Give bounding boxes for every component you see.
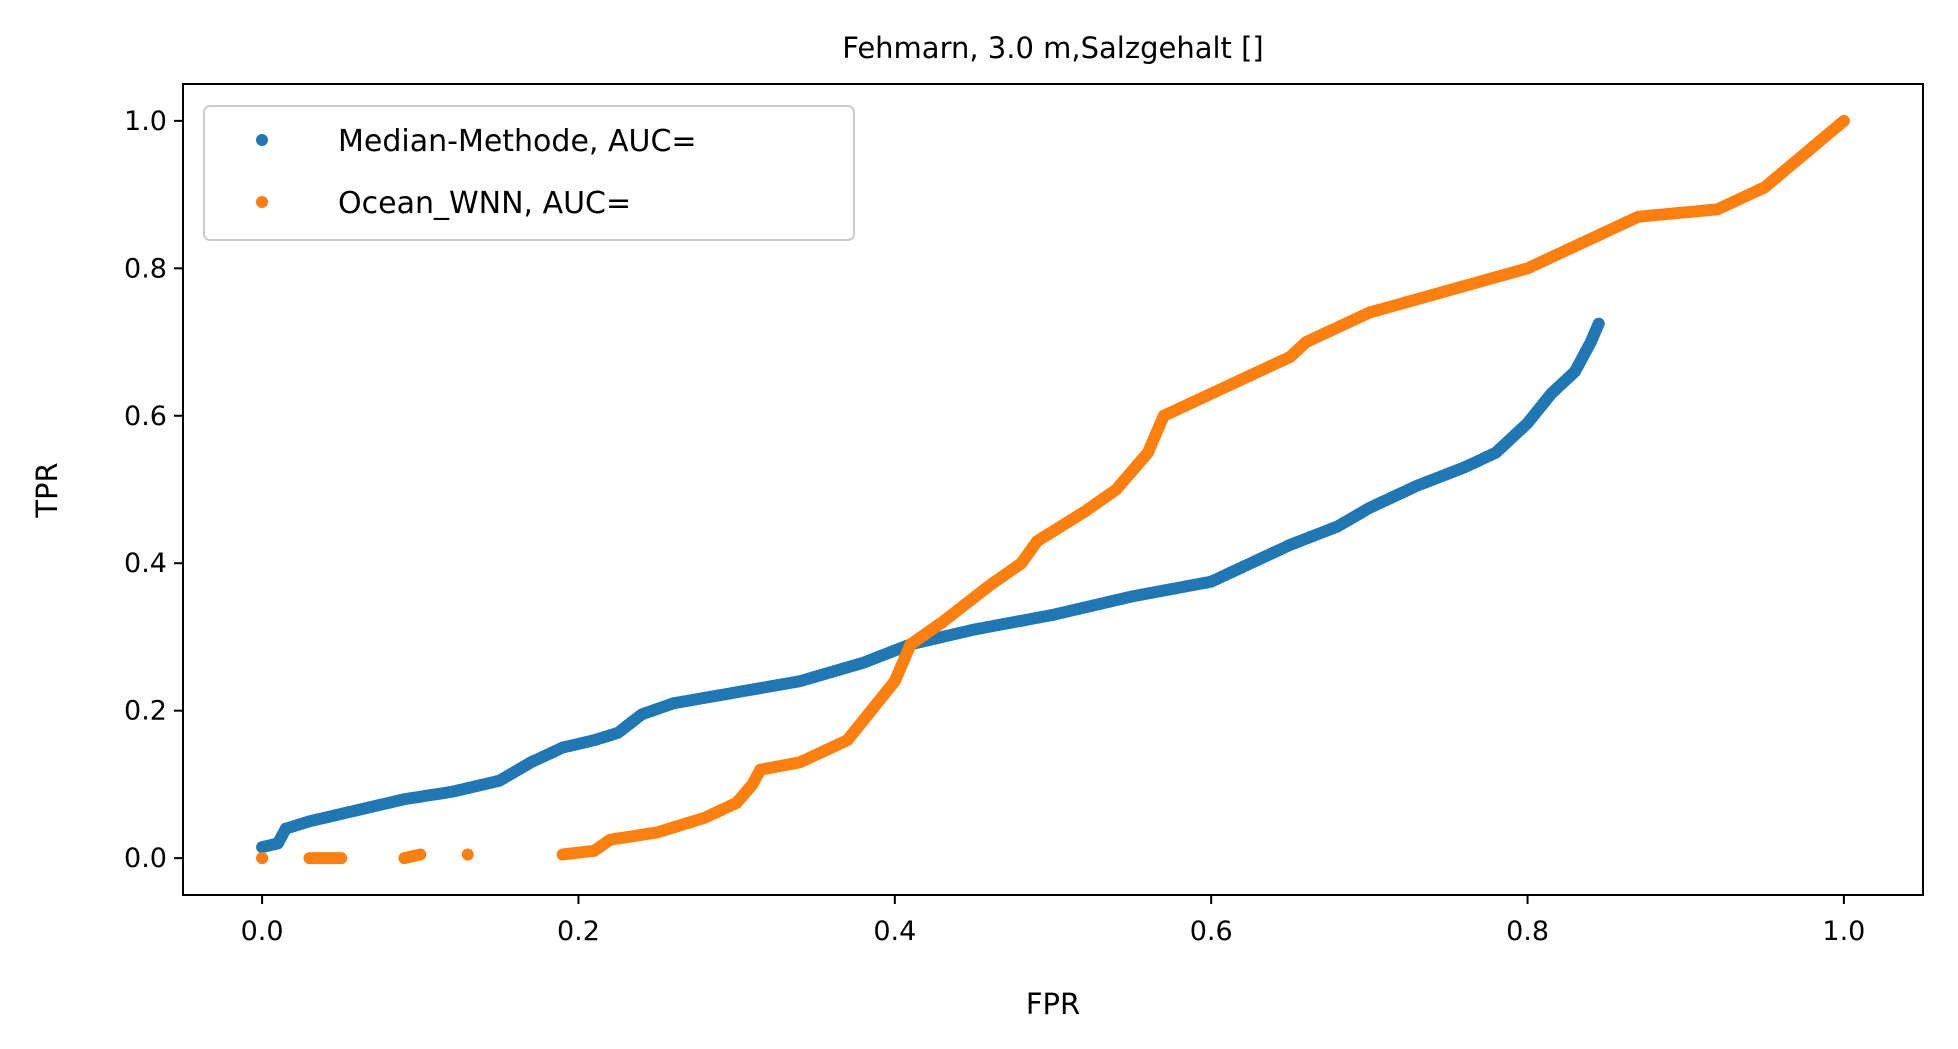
y-axis-label: TPR: [30, 462, 64, 518]
y-tick-label: 0.0: [124, 843, 167, 874]
data-point: [256, 852, 269, 865]
chart-title: Fehmarn, 3.0 m,Salzgehalt []: [842, 31, 1264, 65]
legend-marker-median: [256, 134, 268, 146]
x-tick-label: 1.0: [1822, 916, 1865, 947]
series-ocean-wnn: [256, 114, 1850, 865]
x-axis-label: FPR: [1026, 987, 1080, 1021]
data-point: [461, 848, 474, 861]
data-point: [414, 848, 427, 861]
x-tick-label: 0.0: [241, 916, 284, 947]
x-tick-label: 0.6: [1190, 916, 1233, 947]
data-point: [1592, 317, 1605, 330]
y-axis: 0.0 0.2 0.4 0.6 0.8 1.0: [124, 106, 183, 874]
x-tick-label: 0.8: [1506, 916, 1549, 947]
y-tick-label: 1.0: [124, 106, 167, 137]
plot-frame: [182, 83, 1924, 896]
y-tick-label: 0.8: [124, 253, 167, 284]
y-tick-label: 0.6: [124, 401, 167, 432]
x-tick-label: 0.2: [557, 916, 600, 947]
legend-box: [203, 105, 855, 241]
x-tick-label: 0.4: [873, 916, 916, 947]
y-tick-label: 0.2: [124, 696, 167, 727]
series-layer: [256, 114, 1850, 865]
data-point: [1837, 114, 1850, 127]
legend-label-ocean-wnn: Ocean_WNN, AUC=: [338, 186, 631, 221]
legend-label-median: Median-Methode, AUC=: [338, 124, 697, 159]
data-point: [335, 852, 348, 865]
legend-marker-ocean-wnn: [256, 196, 268, 208]
legend: Median-Methode, AUC= Ocean_WNN, AUC=: [203, 105, 855, 241]
series-median-methode: [256, 317, 1605, 854]
x-axis: 0.0 0.2 0.4 0.6 0.8 1.0: [241, 895, 1865, 947]
y-tick-label: 0.4: [124, 548, 167, 579]
